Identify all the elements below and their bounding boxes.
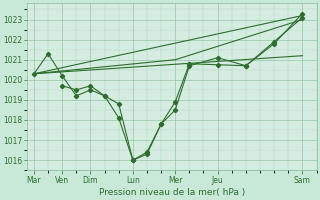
X-axis label: Pression niveau de la mer( hPa ): Pression niveau de la mer( hPa ) — [99, 188, 245, 197]
